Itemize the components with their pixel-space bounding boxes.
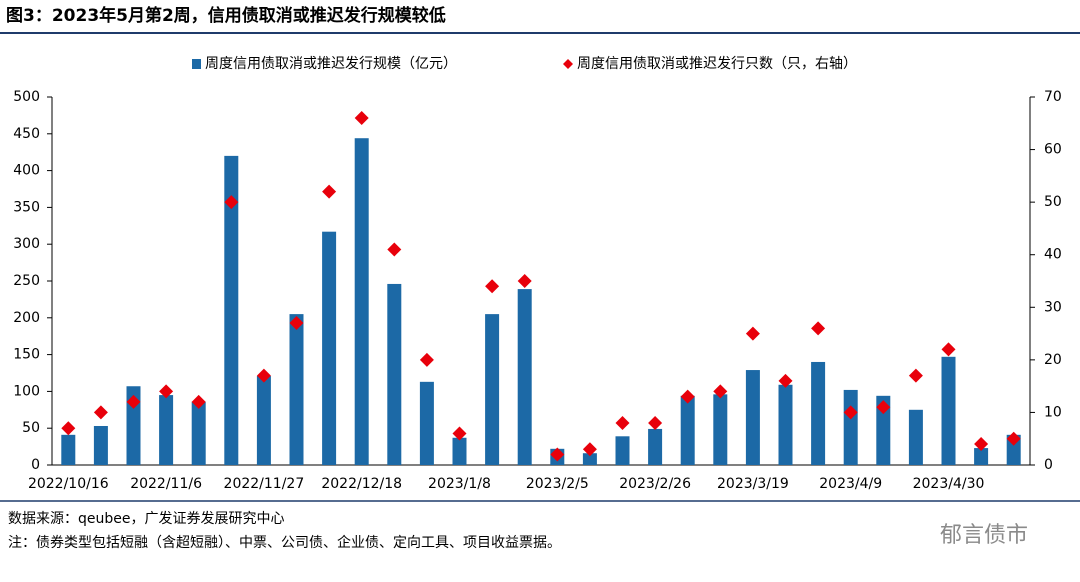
bar [61,434,76,465]
legend-swatch [192,59,201,69]
y2-tick-label: 10 [1044,404,1062,420]
y2-tick-label: 0 [1044,457,1053,473]
x-tick-label: 2023/2/5 [526,476,589,492]
bar [680,395,695,465]
marker [680,389,695,404]
bar [224,155,239,465]
marker [1006,431,1021,446]
y2-tick-label: 30 [1044,299,1062,315]
marker [582,442,597,457]
y2-tick-label: 40 [1044,247,1062,263]
marker [93,405,108,420]
bar [354,138,369,465]
bar [387,283,402,465]
legend-label: 周度信用债取消或推迟发行规模（亿元） [205,56,457,72]
y-tick-label: 50 [22,420,40,436]
x-tick-label: 2023/3/19 [717,476,789,492]
marker [224,195,239,210]
bar [322,231,337,465]
bar [289,314,304,465]
marker [811,321,826,336]
bar [648,428,663,465]
y2-tick-label: 60 [1044,142,1062,158]
bar [745,370,760,465]
marker [61,421,76,436]
y-tick-label: 250 [13,273,40,289]
x-tick-label: 2022/11/6 [130,476,202,492]
bar [974,448,989,465]
watermark: 郁言债市 [940,523,1028,548]
y2-tick-label: 70 [1044,89,1062,105]
bar [778,384,793,465]
x-tick-label: 2023/1/8 [428,476,491,492]
marker [289,316,304,331]
bar [159,395,174,465]
marker [648,415,663,430]
bar [941,356,956,465]
y-tick-label: 100 [13,383,40,399]
marker [745,326,760,341]
chart-title: 图3：2023年5月第2周，信用债取消或推迟发行规模较低 [6,5,446,26]
footnote: 注：债券类型包括短融（含超短融）、中票、公司债、企业债、定向工具、项目收益票据。 [8,534,561,551]
bar [485,314,500,465]
bar [256,375,271,465]
bar [126,386,141,465]
x-tick-label: 2023/2/26 [619,476,691,492]
y-tick-label: 200 [13,310,40,326]
bar [517,289,532,465]
y2-tick-label: 20 [1044,352,1062,368]
y-tick-label: 350 [13,199,40,215]
bar [452,437,467,465]
bar [582,453,597,465]
y-tick-label: 150 [13,347,40,363]
marker [908,368,923,383]
legend-label: 周度信用债取消或推迟发行只数（只，右轴） [577,56,857,72]
marker [517,274,532,288]
marker [778,373,793,388]
y2-tick-label: 50 [1044,194,1062,210]
marker [485,279,500,294]
marker [941,342,956,357]
y-tick-label: 400 [13,163,40,179]
x-tick-label: 2022/12/18 [321,476,402,492]
y-tick-label: 450 [13,126,40,142]
y-tick-label: 300 [13,236,40,252]
bar [843,389,858,465]
legend-swatch [563,59,573,69]
marker [974,436,989,451]
marker [452,426,467,441]
marker [876,400,891,415]
bar [615,436,630,465]
marker [550,447,565,462]
marker [191,394,206,409]
bar [876,395,891,465]
marker [256,368,271,383]
bar [908,409,923,465]
x-tick-label: 2022/11/27 [224,476,305,492]
x-tick-label: 2023/4/30 [913,476,985,492]
marker [713,384,728,399]
marker [387,242,402,257]
bar [811,361,826,465]
source-note: 数据来源：qeubee，广发证券发展研究中心 [8,511,285,527]
marker [354,111,369,126]
marker [419,352,434,367]
marker [159,384,174,399]
x-tick-label: 2022/10/16 [28,476,109,492]
y-tick-label: 0 [31,457,40,473]
bar [191,401,206,465]
marker [126,394,141,409]
bar [93,425,108,465]
marker [615,415,630,430]
bar [419,381,434,465]
bar [713,394,728,465]
x-tick-label: 2023/4/9 [819,476,882,492]
marker [843,405,858,420]
marker [322,184,337,199]
bar [1006,434,1021,465]
y-tick-label: 500 [13,89,40,105]
